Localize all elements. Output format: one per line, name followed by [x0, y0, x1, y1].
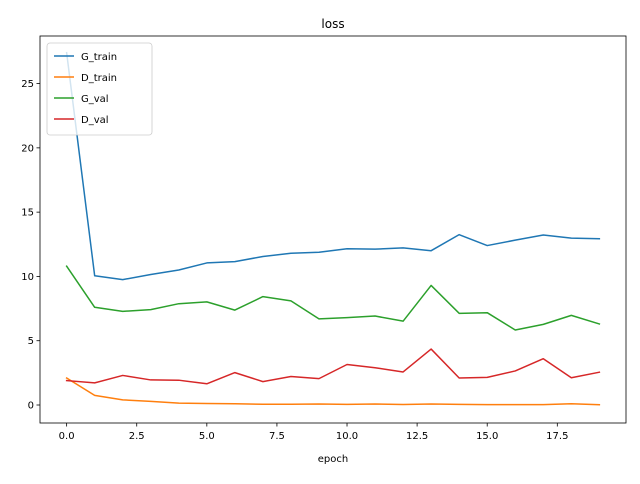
y-tick-label: 0 — [28, 401, 34, 412]
legend-label-d-train: D_train — [81, 73, 117, 84]
x-tick-label: 7.5 — [269, 431, 285, 442]
x-tick-label: 5.0 — [199, 431, 215, 442]
x-axis-ticks: 0.0 2.5 5.0 7.5 10.0 12.5 15.0 17.5 — [59, 423, 568, 442]
y-axis-ticks: 0 5 10 15 20 25 — [21, 79, 40, 412]
series-line-g-train — [65, 51, 601, 281]
series-group — [65, 51, 601, 406]
plot-area — [39, 35, 627, 424]
y-tick-label: 25 — [21, 79, 34, 90]
x-tick-label: 10.0 — [336, 431, 358, 442]
legend-label-g-train: G_train — [81, 52, 117, 63]
x-tick-label: 12.5 — [406, 431, 428, 442]
legend-label-d-val: D_val — [81, 115, 109, 126]
y-tick-label: 15 — [21, 208, 34, 219]
series-line-d-val — [65, 348, 601, 385]
legend-label-g-val: G_val — [81, 94, 109, 105]
x-tick-label: 0.0 — [59, 431, 75, 442]
legend: G_train D_train G_val D_val — [46, 42, 153, 136]
y-tick-label: 20 — [21, 143, 34, 154]
x-tick-label: 15.0 — [476, 431, 498, 442]
y-tick-label: 10 — [21, 272, 34, 283]
x-axis-label: epoch — [318, 454, 348, 465]
x-tick-label: 2.5 — [129, 431, 145, 442]
axes-frame — [39, 35, 627, 424]
chart-title: loss — [321, 17, 344, 31]
legend-box — [46, 42, 153, 136]
x-tick-label: 17.5 — [546, 431, 568, 442]
y-tick-label: 5 — [28, 336, 34, 347]
series-line-d-train — [65, 376, 601, 406]
series-line-g-val — [65, 265, 601, 331]
